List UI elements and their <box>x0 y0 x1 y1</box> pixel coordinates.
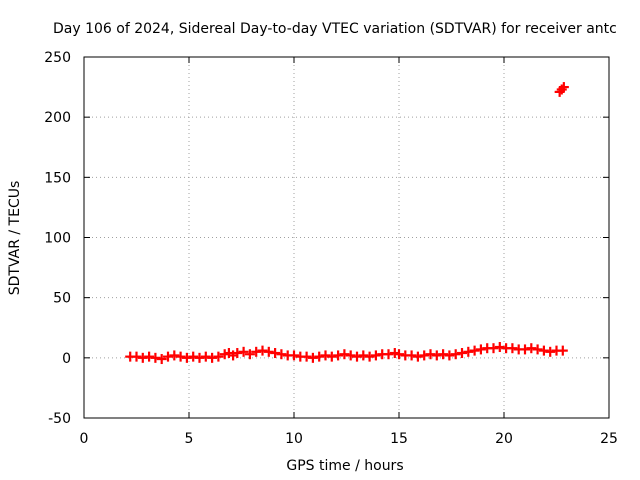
data-point <box>339 349 350 360</box>
x-tick-label: 5 <box>185 431 194 447</box>
data-point <box>307 352 318 363</box>
x-tick-label: 15 <box>390 431 408 447</box>
data-point <box>175 351 186 362</box>
data-point <box>488 343 499 354</box>
y-tick-label: 150 <box>44 170 71 186</box>
data-point <box>475 344 486 355</box>
data-point <box>364 351 375 362</box>
data-point <box>232 348 243 359</box>
data-point <box>314 351 325 362</box>
axis-ticks: 0 5 10 15 20 25 -50 0 50 100 150 200 250 <box>44 50 618 447</box>
data-point <box>194 352 205 363</box>
data-point <box>156 354 167 365</box>
data-point <box>419 350 430 361</box>
data-point <box>150 352 161 363</box>
x-axis-label: GPS time / hours <box>286 458 403 474</box>
y-axis-label: SDTVAR / TECUs <box>7 181 23 296</box>
data-point <box>520 344 530 355</box>
data-point <box>345 350 356 361</box>
data-point <box>320 350 331 361</box>
data-point <box>181 352 192 363</box>
y-tick-label: 250 <box>44 50 71 66</box>
data-point <box>244 349 255 360</box>
data-point <box>251 346 262 357</box>
data-point <box>144 351 155 362</box>
data-point <box>557 345 568 356</box>
data-point <box>276 349 287 360</box>
data-point <box>425 349 436 360</box>
data-point <box>545 346 556 357</box>
data-point <box>438 349 449 360</box>
y-tick-label: 100 <box>44 231 71 247</box>
y-tick-label: 50 <box>53 291 71 307</box>
data-point <box>450 349 461 360</box>
data-point <box>207 352 218 363</box>
data-point <box>358 350 369 361</box>
data-point <box>532 344 543 355</box>
x-tick-label: 10 <box>285 431 303 447</box>
data-point <box>431 350 442 361</box>
data-point <box>538 345 549 356</box>
y-tick-label: 0 <box>62 351 71 367</box>
data-point <box>457 348 467 359</box>
data-point <box>270 348 281 359</box>
chart-title: Day 106 of 2024, Sidereal Day-to-day VTE… <box>53 21 617 37</box>
data-point <box>263 346 274 357</box>
data-point <box>352 351 362 362</box>
data-point <box>200 351 211 362</box>
data-point <box>494 342 505 353</box>
data-point <box>137 352 148 363</box>
data-point <box>412 351 423 362</box>
data-point <box>394 349 404 360</box>
x-tick-label: 0 <box>80 431 89 447</box>
data-point <box>238 346 249 357</box>
data-point <box>257 345 268 356</box>
x-tick-label: 25 <box>600 431 618 447</box>
data-point <box>289 350 299 361</box>
data-point <box>169 350 180 361</box>
data-point <box>213 351 224 362</box>
data-points <box>125 82 569 365</box>
data-point <box>469 345 480 356</box>
data-point <box>558 82 569 93</box>
data-point <box>526 343 537 354</box>
y-tick-label: -50 <box>48 411 71 427</box>
data-point <box>163 351 173 362</box>
data-point <box>370 350 381 361</box>
x-tick-label: 20 <box>495 431 513 447</box>
data-point <box>444 350 455 361</box>
data-point <box>507 343 518 354</box>
data-point <box>131 351 142 362</box>
data-point <box>383 349 394 360</box>
data-point <box>188 351 199 362</box>
data-point <box>406 350 417 361</box>
data-point <box>301 351 312 362</box>
data-point <box>326 351 337 362</box>
data-point <box>463 346 474 357</box>
y-tick-label: 200 <box>44 110 71 126</box>
data-point <box>333 350 344 361</box>
